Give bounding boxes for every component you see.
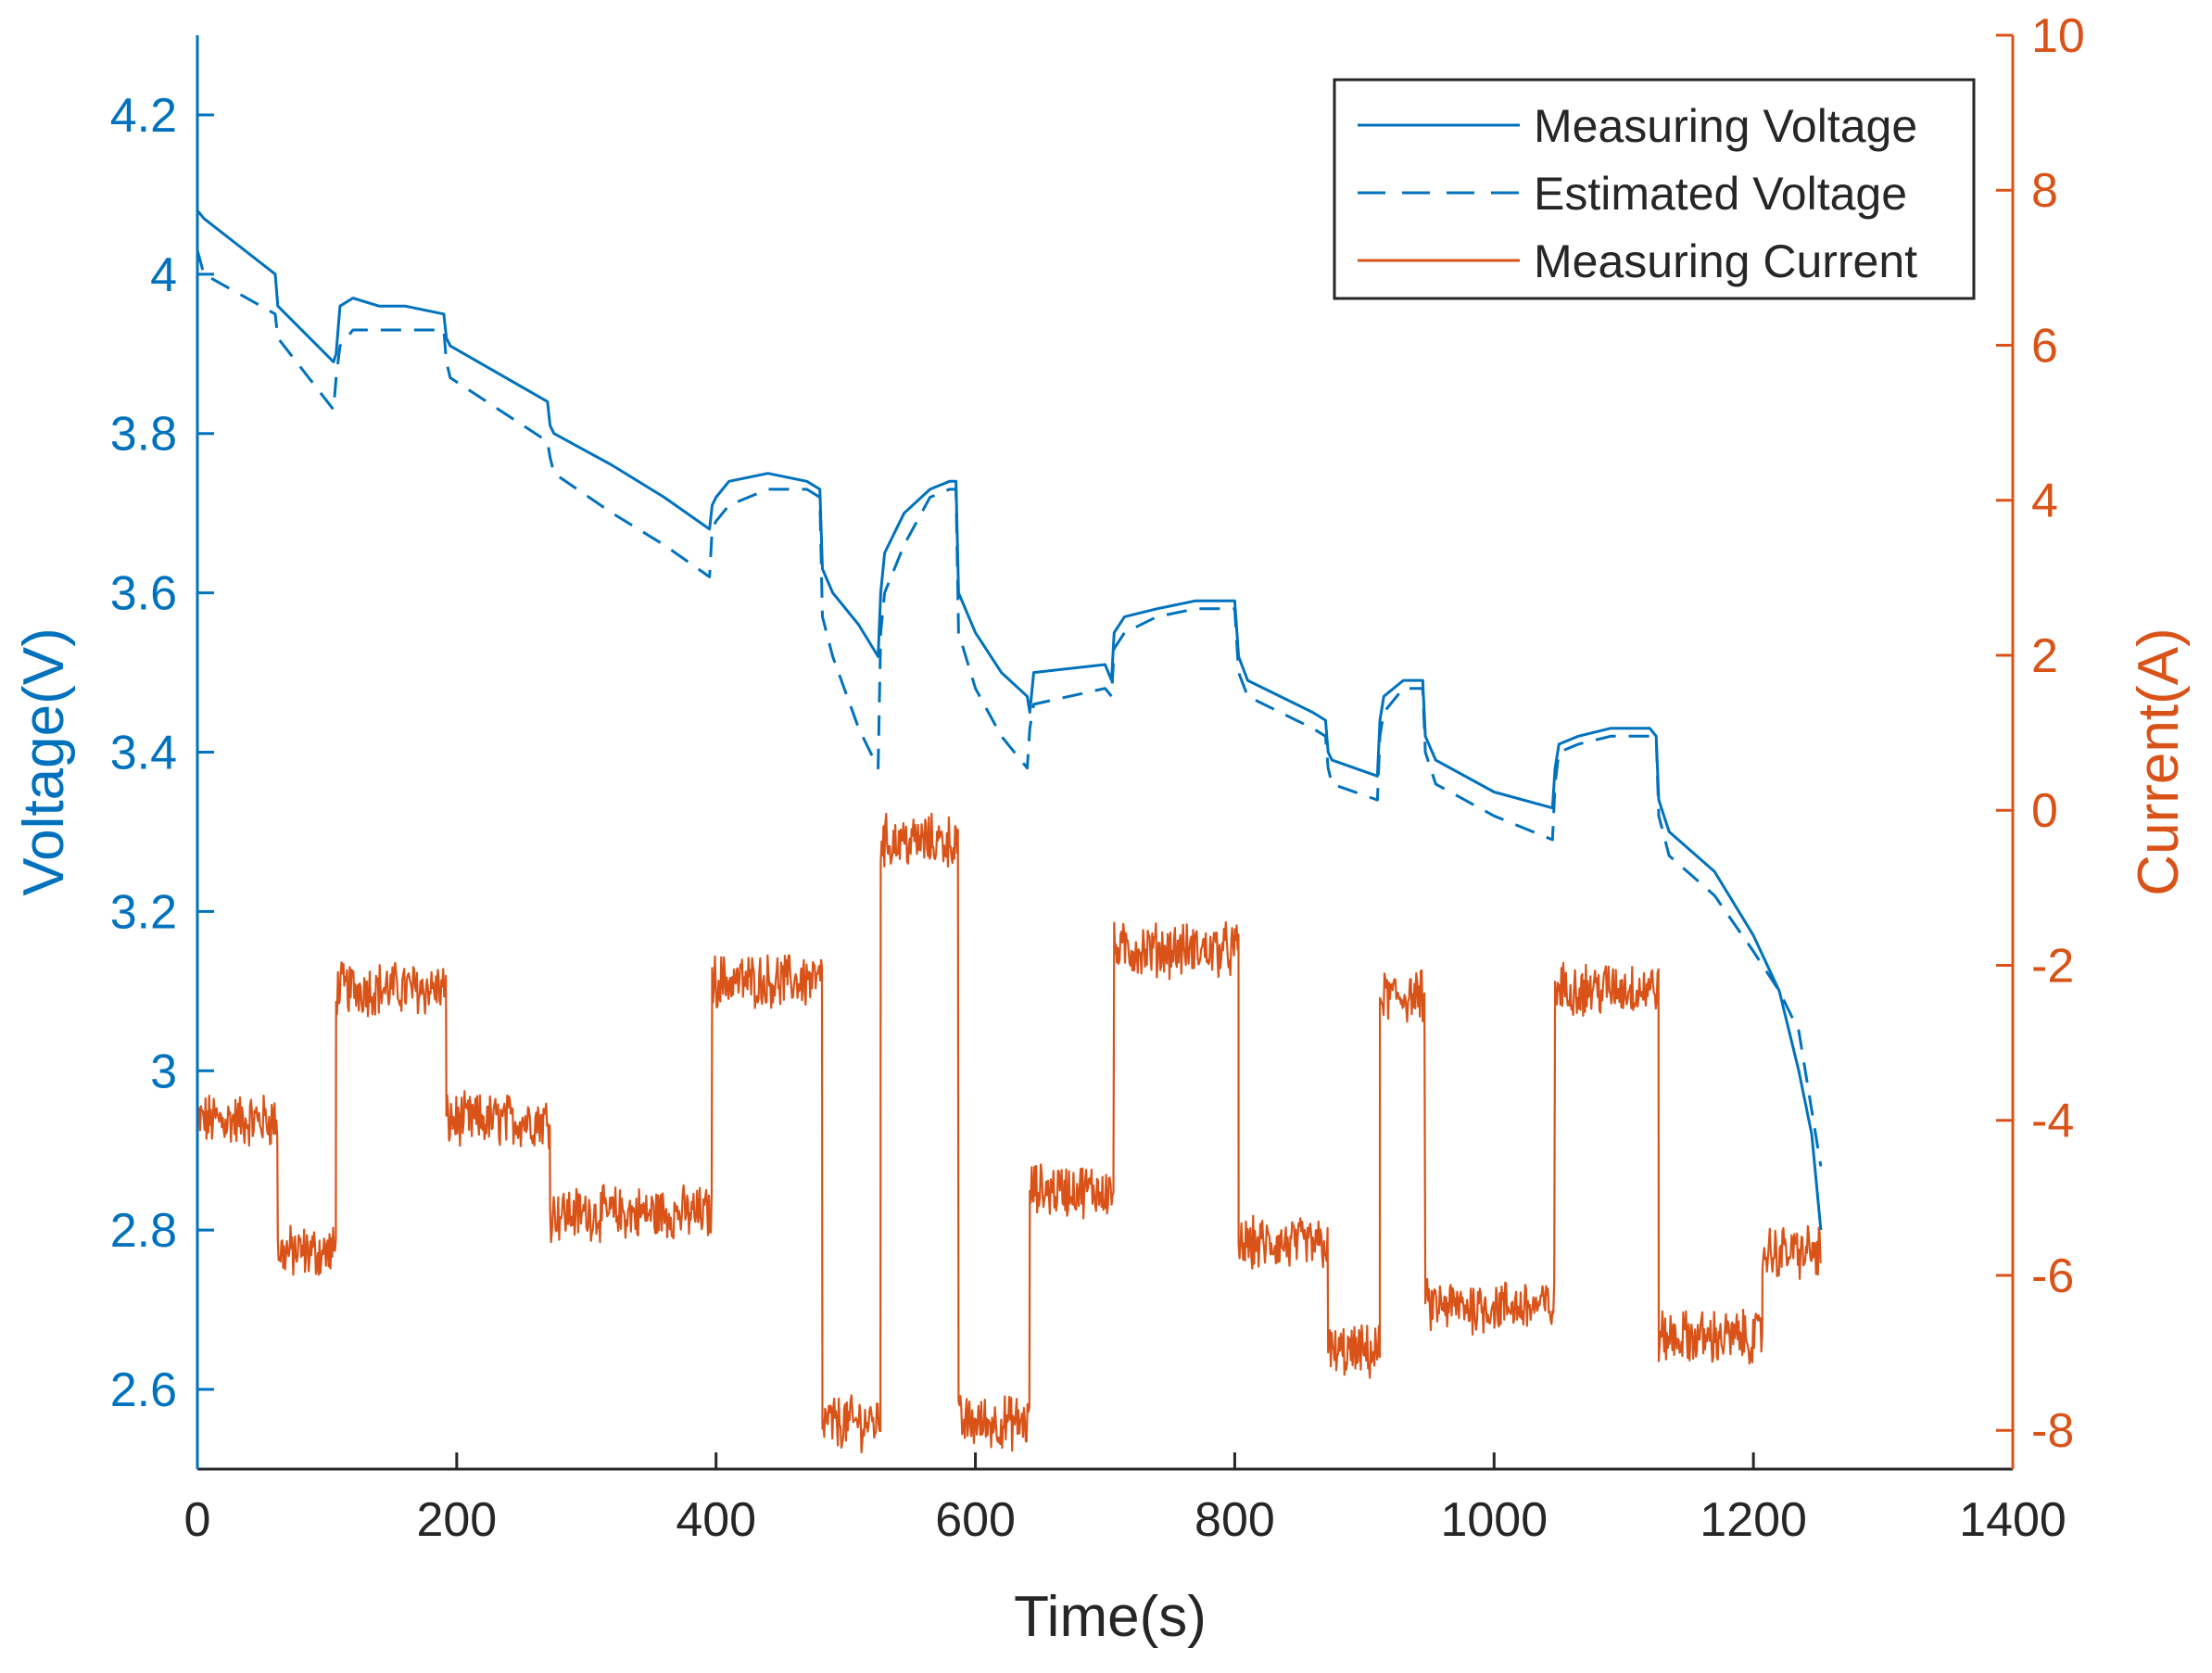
x-tick-label: 1400 — [1959, 1493, 2067, 1547]
y-left-tick-label: 3.2 — [110, 885, 177, 939]
legend-label-estimated-voltage: Estimated Voltage — [1534, 168, 1907, 220]
y-left-tick-label: 4.2 — [110, 89, 177, 143]
y-right-axis-label: Current(A) — [2127, 627, 2191, 895]
y-right-tick-label: -2 — [2031, 939, 2074, 993]
y-right-tick-label: -6 — [2031, 1249, 2074, 1303]
y-left-tick-label: 3.8 — [110, 408, 177, 462]
y-left-tick-label: 3 — [150, 1045, 177, 1098]
y-right-tick-label: 6 — [2031, 319, 2058, 373]
y-left-tick-label: 2.6 — [110, 1363, 177, 1417]
y-right-tick-label: 10 — [2031, 9, 2085, 63]
x-tick-label: 200 — [416, 1493, 497, 1547]
x-axis-label: Time(s) — [1014, 1585, 1207, 1649]
y-right-tick-label: 0 — [2031, 784, 2058, 838]
x-tick-label: 1000 — [1440, 1493, 1548, 1547]
y-right-tick-label: 2 — [2031, 629, 2058, 683]
y-left-tick-label: 3.4 — [110, 727, 177, 780]
series-line-measuring-voltage — [196, 209, 1823, 1231]
series-line-measuring-current — [196, 812, 1822, 1454]
y-right-tick-label: 4 — [2031, 475, 2058, 528]
y-left-tick-label: 2.8 — [110, 1204, 177, 1258]
legend-box — [1333, 78, 1976, 300]
x-tick-label: 600 — [935, 1493, 1016, 1547]
x-tick-label: 400 — [676, 1493, 756, 1547]
legend-label-measuring-voltage: Measuring Voltage — [1534, 100, 1917, 152]
legend: Measuring Voltage Estimated Voltage Meas… — [1333, 78, 1976, 300]
axes-layer: 0 200 400 600 800 1000 1200 1400 2.6 2.8 3 3.2 3.4 3.… — [110, 9, 2085, 1547]
y-left-axis-label: Voltage(V) — [12, 627, 76, 896]
x-tick-label: 1200 — [1700, 1493, 1807, 1547]
x-tick-label: 800 — [1194, 1493, 1275, 1547]
y-right-tick-label: 8 — [2031, 164, 2058, 218]
legend-label-measuring-current: Measuring Current — [1534, 235, 1917, 287]
y-right-tick-label: -8 — [2031, 1404, 2074, 1458]
series-line-estimated-voltage — [196, 249, 1823, 1167]
y-left-tick-label: 3.6 — [110, 567, 177, 621]
y-left-tick-label: 4 — [150, 248, 177, 302]
y-right-tick-label: -4 — [2031, 1095, 2074, 1148]
data-layer — [196, 209, 1823, 1454]
x-tick-label: 0 — [184, 1493, 211, 1547]
